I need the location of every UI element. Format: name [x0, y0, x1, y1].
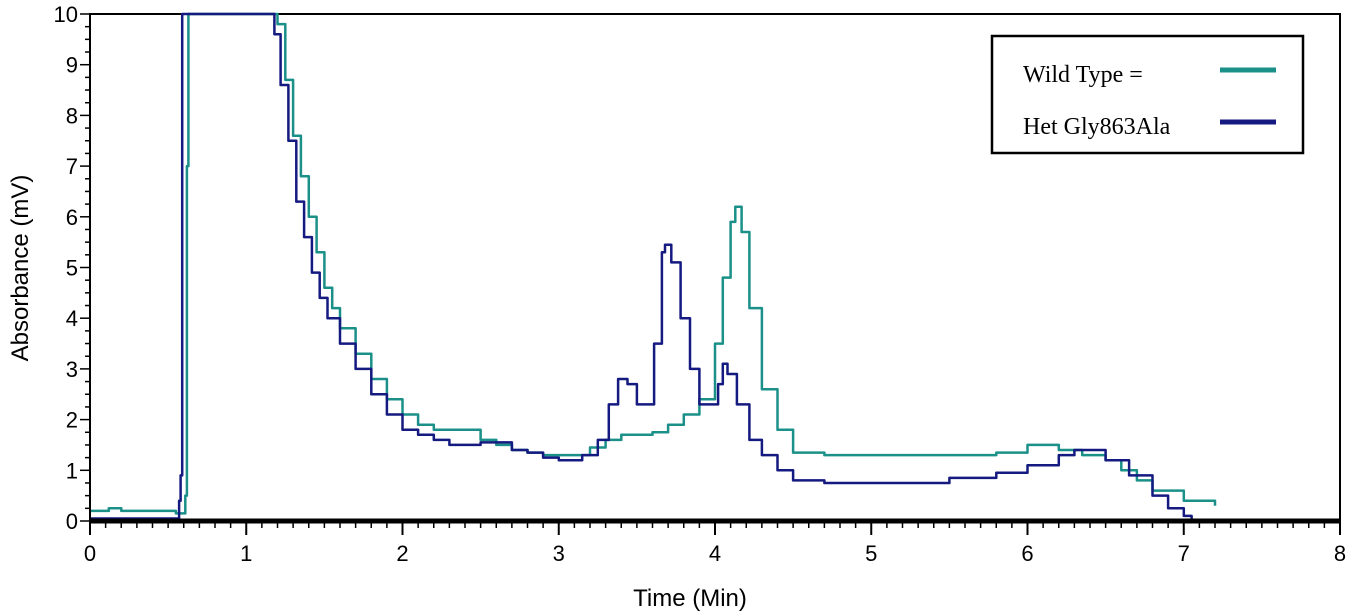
x-tick-label: 4	[709, 541, 721, 566]
axis-layer: 0 1 2 3 4 5 6 7 8 0 1 2 3 4 5 6 7 8 9 10	[54, 2, 1347, 566]
x-axis-title: Time (Min)	[633, 585, 747, 612]
series-line-2	[90, 12, 1193, 521]
y-tick-label: 5	[66, 256, 78, 281]
x-tick-label: 5	[865, 541, 877, 566]
legend-box	[990, 34, 1305, 155]
y-tick-label: 9	[66, 53, 78, 78]
y-tick-label: 10	[54, 2, 78, 27]
y-tick-label: 0	[66, 509, 78, 534]
legend: Wild Type = Het Gly863Ala	[990, 34, 1305, 155]
y-tick-label: 2	[66, 408, 78, 433]
y-tick-label: 3	[66, 357, 78, 382]
x-tick-label: 0	[84, 541, 96, 566]
y-tick-label: 6	[66, 205, 78, 230]
y-tick-label: 7	[66, 154, 78, 179]
legend-label-2: Het Gly863Ala	[1023, 114, 1171, 140]
y-tick-label: 1	[66, 458, 78, 483]
x-tick-label: 1	[240, 541, 252, 566]
x-tick-label: 2	[396, 541, 408, 566]
y-tick-label: 4	[66, 306, 78, 331]
x-tick-label: 6	[1021, 541, 1033, 566]
series-layer	[90, 12, 1217, 521]
x-tick-label: 8	[1334, 541, 1346, 566]
x-tick-label: 7	[1178, 541, 1190, 566]
y-tick-label: 8	[66, 103, 78, 128]
x-tick-label: 3	[553, 541, 565, 566]
y-axis-title: Absorbance (mV)	[7, 175, 34, 362]
series-line-1	[90, 12, 1217, 515]
legend-label-1: Wild Type =	[1023, 62, 1143, 88]
